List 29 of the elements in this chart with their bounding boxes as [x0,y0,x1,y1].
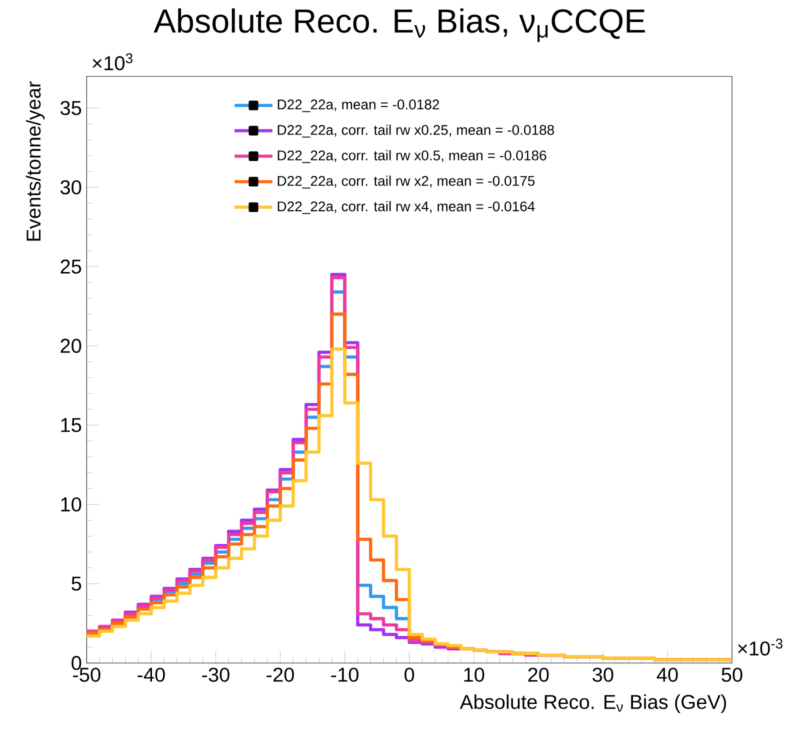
chart-title: Absolute Reco. E$_{ν}$ Bias, ν$_{μ}$CCQE [154,8,645,42]
legend-label: D22_22a, mean = -0.0182 [278,100,440,112]
y-tick-label: 20 [60,338,82,353]
x-tick-label: -40 [138,668,165,682]
y-tick-label: 30 [60,180,82,194]
legend-label: D22_22a, corr. tail rw x0.5, mean = -0.0186 [278,150,546,164]
x-tick-label: -20 [266,668,294,682]
legend-label: D22_22a, corr. tail rw x4, mean = -0.0164 [278,201,535,214]
x-tick-label: 10 [464,668,484,682]
text: ×10$^{-3}$ [738,638,782,656]
x-tick-label: -30 [202,668,230,682]
y-tick-label: 0 [72,656,82,670]
text: ×10$^{3}$ [92,53,132,70]
x-tick-label: 40 [656,668,678,682]
y-tick-label: 25 [60,260,82,274]
x-tick-label: 0 [404,668,414,682]
x-axis-title: Absolute Reco. E$_{ν}$ Bias (GeV) [460,694,726,713]
y-tick-label: 35 [60,100,82,116]
y-tick-label: 15 [61,418,82,432]
x-tick-label: -50 [73,668,100,682]
y-tick-label: 5 [72,576,82,591]
legend-label: D22_22a, corr. tail rw x0.25, mean = -0.0188 [278,124,554,138]
x-tick-label: 50 [722,668,742,682]
x-tick-label: 30 [592,668,614,682]
legend-label: D22_22a, corr. tail rw x2, mean = -0.0175 [278,176,535,189]
x-tick-label: -10 [331,668,358,682]
y-axis-title: Events/tonne/year [26,81,45,241]
y-tick-label: 10 [61,497,82,512]
x-tick-label: 20 [528,668,549,682]
